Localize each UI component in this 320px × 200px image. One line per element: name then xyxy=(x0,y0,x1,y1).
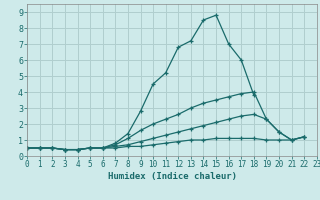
X-axis label: Humidex (Indice chaleur): Humidex (Indice chaleur) xyxy=(108,172,236,181)
